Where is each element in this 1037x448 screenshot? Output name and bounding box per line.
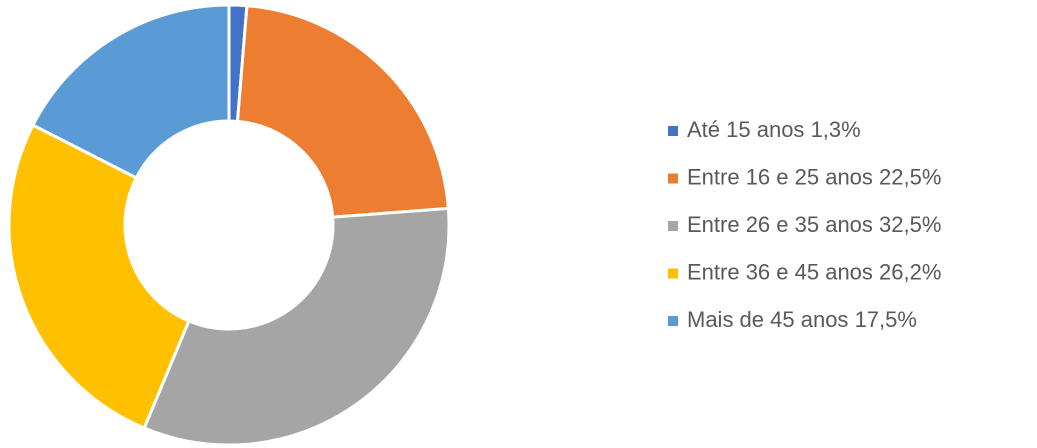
- legend-value: 17,5%: [855, 307, 917, 332]
- donut-slice: [30, 3, 231, 180]
- legend-category: Até 15 anos: [687, 117, 804, 142]
- donut-slice: [142, 206, 451, 447]
- legend-value: 1,3%: [811, 117, 861, 142]
- legend-category: Entre 26 e 35 anos: [687, 212, 873, 237]
- legend-swatch: [668, 268, 678, 279]
- legend-swatch: [668, 126, 678, 136]
- legend-value: 26,2%: [879, 259, 941, 284]
- legend-swatch: [668, 173, 678, 184]
- legend-label: Entre 36 e 45 anos 26,2%: [687, 259, 941, 284]
- legend-label: Entre 16 e 25 anos 22,5%: [687, 164, 941, 189]
- legend-category: Entre 36 e 45 anos: [687, 259, 873, 284]
- legend-swatch: [668, 316, 678, 326]
- legend-category: Entre 16 e 25 anos: [687, 164, 873, 189]
- legend-label: Mais de 45 anos 17,5%: [687, 307, 917, 332]
- legend-value: 22,5%: [879, 164, 941, 189]
- donut-slice: [7, 123, 191, 430]
- donut-slice: [235, 4, 450, 219]
- legend-label: Até 15 anos 1,3%: [687, 117, 861, 142]
- legend-category: Mais de 45 anos: [687, 307, 848, 332]
- legend-label: Entre 26 e 35 anos 32,5%: [687, 212, 941, 237]
- legend-value: 32,5%: [879, 212, 941, 237]
- legend-swatch: [668, 221, 678, 231]
